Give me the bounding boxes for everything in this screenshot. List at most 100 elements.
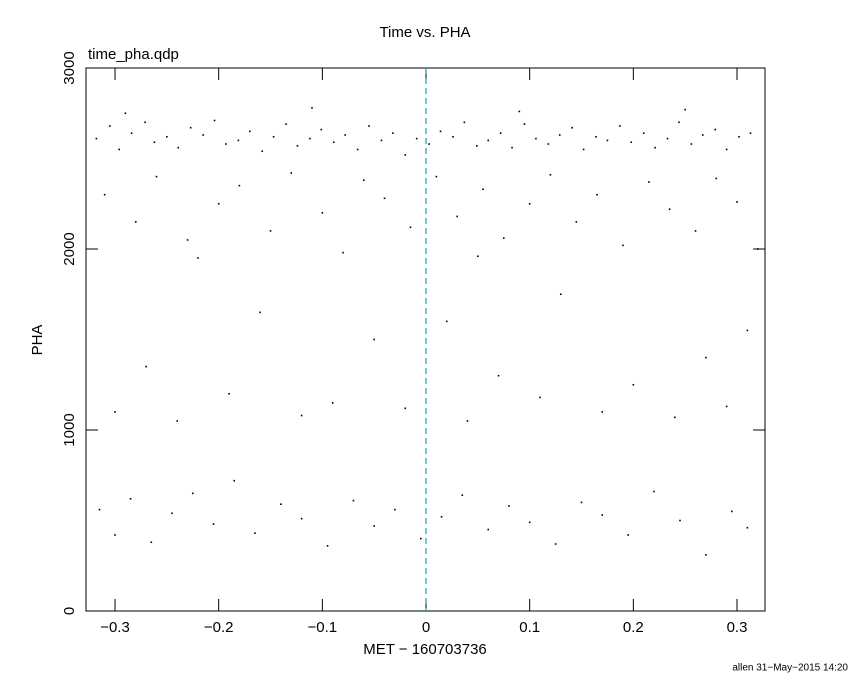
point <box>477 255 479 258</box>
point <box>189 126 192 129</box>
y-tick-label: 0 <box>61 607 78 615</box>
point <box>212 523 215 525</box>
point <box>497 374 500 377</box>
point <box>705 554 707 556</box>
point <box>445 320 448 323</box>
point <box>456 215 458 218</box>
point <box>725 405 728 408</box>
point <box>630 141 633 144</box>
point <box>642 132 645 134</box>
point <box>392 132 394 134</box>
point <box>254 532 256 534</box>
point <box>404 154 407 156</box>
point <box>320 128 323 131</box>
point <box>746 526 749 529</box>
point <box>549 173 552 176</box>
point <box>103 193 106 196</box>
point <box>272 135 275 138</box>
point <box>300 414 303 417</box>
point <box>261 150 264 153</box>
point <box>197 257 199 259</box>
point <box>155 175 158 178</box>
point <box>171 512 173 515</box>
point <box>356 148 359 151</box>
point <box>248 130 251 133</box>
point <box>344 134 346 136</box>
point <box>290 172 293 174</box>
point <box>736 201 738 203</box>
point <box>601 514 604 516</box>
point <box>415 137 418 140</box>
point <box>435 175 438 178</box>
point <box>705 356 707 359</box>
point <box>535 137 537 140</box>
point <box>114 411 116 413</box>
point <box>228 393 230 395</box>
point <box>177 146 180 149</box>
point <box>409 226 412 229</box>
y-tick-label: 2000 <box>61 232 78 265</box>
point <box>476 145 478 147</box>
point <box>463 121 466 124</box>
point <box>217 202 220 205</box>
point <box>144 121 146 124</box>
point <box>309 137 311 140</box>
point <box>420 537 422 540</box>
point <box>452 135 454 138</box>
point <box>508 505 510 507</box>
point <box>679 519 681 522</box>
point <box>714 128 717 131</box>
point <box>571 126 573 129</box>
x-tick-label: −0.3 <box>100 619 130 636</box>
point <box>300 517 303 520</box>
point <box>678 121 680 124</box>
point <box>580 501 583 504</box>
point <box>694 230 697 232</box>
point <box>352 499 355 502</box>
point <box>380 139 383 142</box>
point <box>440 516 443 518</box>
point <box>575 221 578 223</box>
point <box>596 193 598 196</box>
point <box>118 148 120 151</box>
point <box>715 177 718 180</box>
point <box>738 135 740 138</box>
point <box>666 137 669 140</box>
point <box>606 139 609 142</box>
point <box>280 503 282 506</box>
point <box>466 420 469 422</box>
point <box>373 338 375 341</box>
x-tick-label: −0.1 <box>308 619 338 636</box>
x-tick-label: 0.3 <box>727 619 748 636</box>
point <box>622 244 624 247</box>
point <box>487 139 490 142</box>
point <box>601 411 604 413</box>
point <box>627 534 629 536</box>
point <box>285 123 287 125</box>
point <box>150 541 153 544</box>
x-tick-label: 0.2 <box>623 619 644 636</box>
y-tick-label: 3000 <box>61 51 78 84</box>
point <box>756 248 759 250</box>
point <box>653 490 655 493</box>
point <box>632 383 635 386</box>
point <box>559 293 562 296</box>
point <box>487 528 490 531</box>
point <box>363 179 365 182</box>
point <box>482 188 484 191</box>
point <box>582 148 585 151</box>
point <box>684 108 686 111</box>
point <box>225 143 227 145</box>
point <box>383 197 386 200</box>
point <box>439 130 442 133</box>
point <box>326 545 329 547</box>
point <box>619 125 621 127</box>
chart-title: Time vs. PHA <box>379 24 470 41</box>
point <box>186 239 189 241</box>
x-tick-label: 0 <box>422 619 430 636</box>
point <box>547 143 550 145</box>
x-axis-label: MET − 160703736 <box>363 641 487 658</box>
point <box>166 135 168 138</box>
point <box>95 137 98 140</box>
